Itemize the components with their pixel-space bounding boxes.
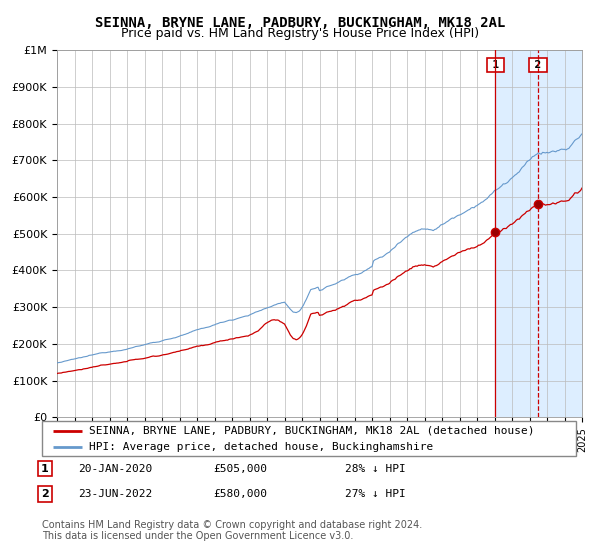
Text: 2: 2 <box>41 489 49 499</box>
Text: 20-JAN-2020: 20-JAN-2020 <box>78 464 152 474</box>
Text: SEINNA, BRYNE LANE, PADBURY, BUCKINGHAM, MK18 2AL: SEINNA, BRYNE LANE, PADBURY, BUCKINGHAM,… <box>95 16 505 30</box>
Text: £580,000: £580,000 <box>213 489 267 499</box>
Text: 28% ↓ HPI: 28% ↓ HPI <box>345 464 406 474</box>
Text: 1: 1 <box>488 60 502 70</box>
Text: £505,000: £505,000 <box>213 464 267 474</box>
Text: 1: 1 <box>41 464 49 474</box>
Text: 23-JUN-2022: 23-JUN-2022 <box>78 489 152 499</box>
Text: SEINNA, BRYNE LANE, PADBURY, BUCKINGHAM, MK18 2AL (detached house): SEINNA, BRYNE LANE, PADBURY, BUCKINGHAM,… <box>89 426 535 436</box>
Text: HPI: Average price, detached house, Buckinghamshire: HPI: Average price, detached house, Buck… <box>89 442 433 452</box>
Text: Price paid vs. HM Land Registry's House Price Index (HPI): Price paid vs. HM Land Registry's House … <box>121 27 479 40</box>
FancyBboxPatch shape <box>42 421 576 456</box>
Bar <box>496 50 582 417</box>
Text: 2: 2 <box>531 60 545 70</box>
Text: 27% ↓ HPI: 27% ↓ HPI <box>345 489 406 499</box>
Text: Contains HM Land Registry data © Crown copyright and database right 2024.
This d: Contains HM Land Registry data © Crown c… <box>42 520 422 542</box>
